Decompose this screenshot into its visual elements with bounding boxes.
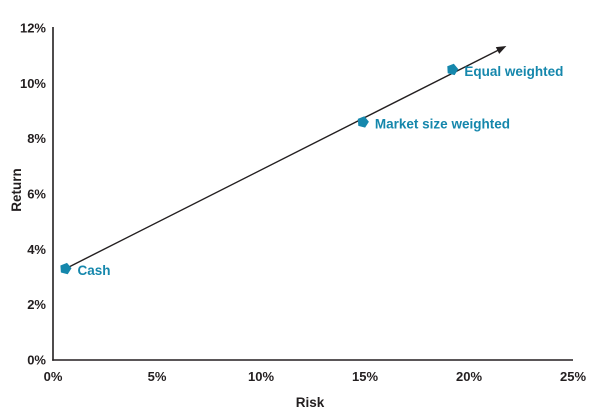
x-axis-title: Risk <box>296 395 325 410</box>
x-tick-label: 5% <box>148 369 167 384</box>
x-tick-label: 25% <box>560 369 586 384</box>
x-tick-label: 15% <box>352 369 378 384</box>
y-tick-label: 2% <box>27 297 46 312</box>
data-point-marker-icon <box>60 262 72 275</box>
y-tick-label: 8% <box>27 131 46 146</box>
chart-layer: 0% 2% 4% 6% 8% 10% 12% 0% 5% 10% 15% 20% 25% Cash Mark… <box>20 21 586 385</box>
y-tick-label: 10% <box>20 76 46 91</box>
arrowhead-icon <box>495 46 507 54</box>
data-point-marker-icon <box>447 63 459 76</box>
x-tick-label: 20% <box>456 369 482 384</box>
y-axis-title: Return <box>9 168 24 212</box>
y-tick-label: 6% <box>27 187 46 202</box>
x-tick-label: 0% <box>44 369 63 384</box>
trend-line <box>65 48 502 270</box>
data-point-label: Market size weighted <box>375 117 510 132</box>
y-tick-label: 12% <box>20 21 46 36</box>
data-point-marker-icon <box>357 116 369 128</box>
y-tick-label: 4% <box>27 242 46 257</box>
y-tick-label: 0% <box>27 353 46 368</box>
data-point-label: Cash <box>77 263 110 278</box>
x-tick-label: 10% <box>248 369 274 384</box>
data-point-label: Equal weighted <box>464 64 563 79</box>
